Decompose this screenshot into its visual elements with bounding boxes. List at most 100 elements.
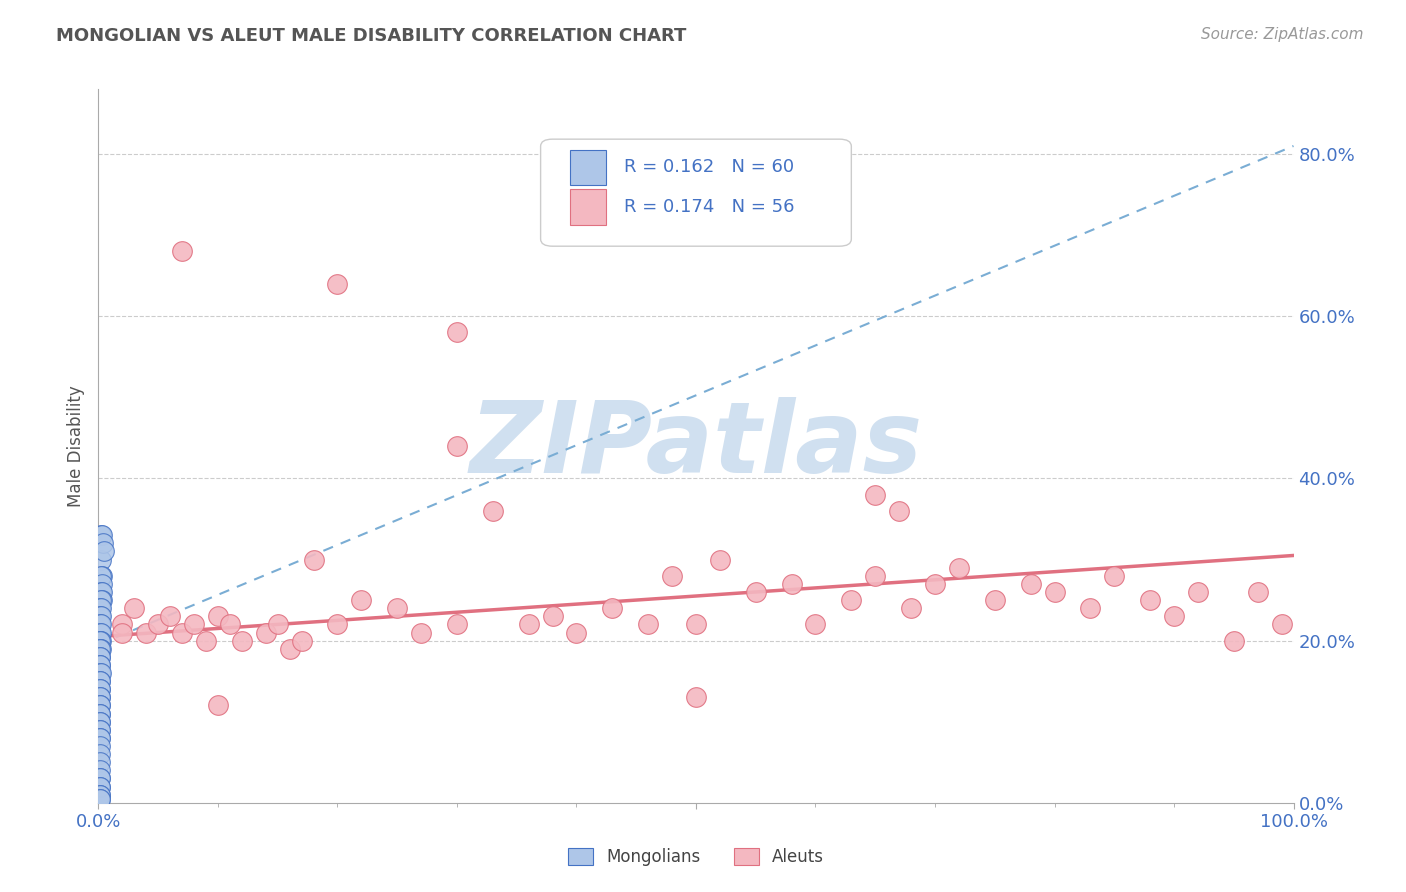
FancyBboxPatch shape xyxy=(541,139,852,246)
Text: Source: ZipAtlas.com: Source: ZipAtlas.com xyxy=(1201,27,1364,42)
Point xyxy=(91,528,114,542)
Point xyxy=(93,544,115,558)
Point xyxy=(411,625,433,640)
Point xyxy=(900,601,922,615)
Point xyxy=(89,649,111,664)
Point xyxy=(302,552,325,566)
Point xyxy=(89,649,111,664)
Point xyxy=(89,706,111,721)
Point xyxy=(89,601,111,615)
Point xyxy=(91,577,114,591)
Point xyxy=(89,666,111,681)
Point xyxy=(89,747,111,761)
Point xyxy=(446,617,468,632)
Point xyxy=(984,593,1007,607)
Point xyxy=(804,617,827,632)
Point xyxy=(90,625,112,640)
Point xyxy=(661,568,683,582)
Text: MONGOLIAN VS ALEUT MALE DISABILITY CORRELATION CHART: MONGOLIAN VS ALEUT MALE DISABILITY CORRE… xyxy=(56,27,686,45)
Text: R = 0.174   N = 56: R = 0.174 N = 56 xyxy=(624,198,794,216)
Point xyxy=(1163,609,1185,624)
Point xyxy=(841,593,863,607)
Y-axis label: Male Disability: Male Disability xyxy=(66,385,84,507)
Point xyxy=(111,625,134,640)
Point xyxy=(89,764,111,778)
Point xyxy=(780,577,803,591)
Point xyxy=(231,633,253,648)
Point xyxy=(89,788,111,802)
Point xyxy=(90,601,112,615)
Point xyxy=(350,593,373,607)
Point xyxy=(1139,593,1161,607)
Point xyxy=(948,560,970,574)
Point xyxy=(385,601,409,615)
Point xyxy=(90,593,112,607)
Point xyxy=(91,593,114,607)
Point xyxy=(89,731,111,745)
Point xyxy=(89,690,111,705)
Point xyxy=(267,617,290,632)
Point xyxy=(90,617,112,632)
Point xyxy=(1043,585,1066,599)
Point xyxy=(326,617,349,632)
Point xyxy=(90,568,112,582)
Point xyxy=(91,536,114,550)
Point xyxy=(1247,585,1270,599)
Point xyxy=(1187,585,1209,599)
Point xyxy=(685,617,707,632)
Point xyxy=(517,617,540,632)
Point xyxy=(90,666,112,681)
Point xyxy=(89,641,111,656)
Point xyxy=(89,641,111,656)
Point xyxy=(278,641,301,656)
Point xyxy=(254,625,277,640)
Point xyxy=(91,585,114,599)
Point xyxy=(89,698,111,713)
Point xyxy=(1019,577,1042,591)
Point xyxy=(90,585,112,599)
Point xyxy=(889,504,911,518)
Point xyxy=(183,617,205,632)
Point xyxy=(91,568,114,582)
Point xyxy=(89,714,111,729)
FancyBboxPatch shape xyxy=(571,189,606,225)
Point xyxy=(89,690,111,705)
Point xyxy=(709,552,731,566)
Point xyxy=(565,625,588,640)
Point xyxy=(89,682,111,697)
Point xyxy=(172,625,194,640)
Point xyxy=(207,698,229,713)
Point xyxy=(89,633,111,648)
Point xyxy=(481,504,505,518)
Point xyxy=(89,682,111,697)
Point xyxy=(89,617,111,632)
Point xyxy=(90,552,112,566)
Point xyxy=(1080,601,1102,615)
Point xyxy=(89,791,111,805)
Point xyxy=(89,657,111,672)
Point xyxy=(89,723,111,737)
Point xyxy=(446,439,468,453)
Point xyxy=(602,601,624,615)
Point xyxy=(89,633,111,648)
Point xyxy=(89,714,111,729)
Point xyxy=(1104,568,1126,582)
Point xyxy=(90,528,112,542)
Point xyxy=(89,739,111,753)
Legend: Mongolians, Aleuts: Mongolians, Aleuts xyxy=(568,847,824,866)
Point xyxy=(89,780,111,794)
Point xyxy=(326,277,349,291)
Text: R = 0.162   N = 60: R = 0.162 N = 60 xyxy=(624,159,794,177)
Point xyxy=(745,585,768,599)
Point xyxy=(89,625,111,640)
Point xyxy=(89,772,111,786)
Point xyxy=(89,657,111,672)
Point xyxy=(172,244,194,259)
Point xyxy=(637,617,659,632)
Point xyxy=(89,788,111,802)
Point xyxy=(89,674,111,689)
Point xyxy=(89,772,111,786)
Point xyxy=(90,609,112,624)
Point xyxy=(89,674,111,689)
Point xyxy=(89,706,111,721)
